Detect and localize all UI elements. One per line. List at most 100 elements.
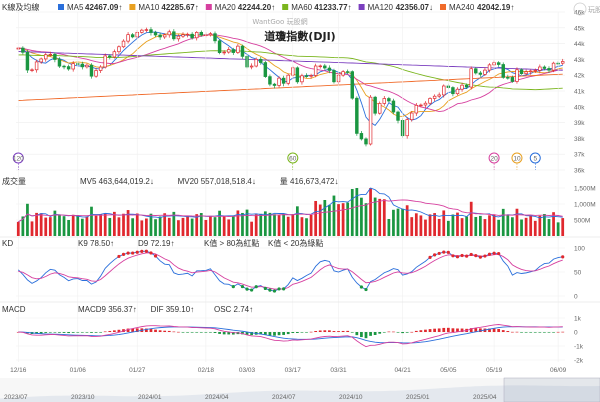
legend-value: 42244.20↑ [238, 3, 275, 12]
volume-bar [419, 215, 423, 236]
legend-swatch [58, 4, 64, 10]
candle-body [510, 77, 515, 82]
osc-bar [360, 332, 363, 338]
osc-bar [323, 330, 327, 332]
candle-body [355, 97, 359, 134]
candle-body [34, 61, 39, 71]
candle-body [57, 59, 62, 67]
osc-bar [163, 330, 167, 332]
osc-bar [437, 328, 441, 332]
candle-body [213, 33, 217, 42]
osc-bar [190, 332, 194, 333]
logo-text: 玩股網 [588, 5, 600, 14]
kd-note: K值 > 80為紅點 [204, 238, 259, 248]
candle-body [560, 61, 565, 64]
osc-bar [250, 332, 253, 336]
volume-bar [492, 214, 496, 236]
volume-bar [364, 203, 368, 236]
navigator-window[interactable] [503, 377, 600, 402]
y-tick-label: 43k [574, 57, 585, 64]
candle-body [295, 67, 300, 83]
panel-label: K線及均線 [2, 2, 39, 12]
osc-bar [300, 332, 304, 333]
candle-body [542, 66, 547, 69]
osc-bar [346, 330, 350, 332]
event-marker-label: 10 [513, 155, 521, 162]
legend-label: MA5 [67, 3, 84, 12]
volume-bar [181, 217, 185, 236]
navigator-label: 2023/10 [71, 394, 95, 401]
osc-bar [62, 332, 66, 333]
osc-bar [277, 332, 281, 336]
y-tick-label: 46k [574, 10, 585, 17]
kd-overbought-dot [460, 253, 464, 258]
osc-bar [112, 330, 116, 332]
candle-body [533, 70, 537, 72]
volume-bar [26, 203, 29, 236]
candle-body [524, 71, 528, 75]
candle-body [85, 64, 89, 68]
candle-body [451, 87, 455, 95]
candle-body [263, 62, 268, 77]
kd-overbought-dot [469, 252, 473, 257]
macd-legend: OSC 2.74↑ [214, 305, 253, 314]
candle-body [48, 53, 53, 56]
navigator-label: 2024/07 [272, 394, 296, 401]
osc-bar [181, 332, 185, 333]
osc-bar [273, 332, 276, 336]
volume-bar [373, 197, 377, 236]
volume-bar [346, 202, 350, 236]
legend-swatch [129, 4, 136, 10]
x-tick-label: 03/31 [330, 367, 347, 374]
legend-swatch [440, 4, 446, 10]
y-tick-label: 39k [574, 120, 585, 127]
osc-bar [245, 332, 249, 335]
osc-bar [94, 332, 98, 333]
volume-bar [328, 204, 331, 236]
candle-body [551, 62, 556, 71]
osc-bar [305, 332, 308, 333]
volume-bar [76, 215, 80, 236]
candle-body [547, 68, 551, 71]
volume-bar [318, 204, 322, 236]
osc-bar [286, 332, 290, 335]
osc-bar [506, 330, 510, 332]
candle-body [478, 72, 483, 75]
osc-bar [259, 332, 263, 335]
volume-bar [378, 198, 382, 236]
volume-bar [305, 218, 308, 236]
volume-bar [401, 208, 404, 236]
osc-bar [547, 332, 551, 333]
candle-body [121, 40, 126, 48]
candle-body [254, 58, 258, 67]
kd-legend: D9 72.19↑ [138, 239, 174, 248]
candle-body [318, 65, 322, 68]
kd-overbought-dot [455, 255, 460, 259]
osc-bar [414, 330, 418, 332]
volume-bar [456, 212, 459, 236]
x-tick-label: 02/18 [198, 367, 215, 374]
osc-bar [199, 332, 203, 333]
osc-bar [131, 328, 135, 332]
navigator-area [0, 385, 600, 402]
legend-swatch [205, 4, 212, 10]
volume-bar [250, 221, 253, 236]
volume-bar [245, 209, 249, 236]
osc-bar [456, 328, 459, 332]
candle-body [71, 63, 75, 70]
osc-bar [328, 330, 331, 332]
legend-value: 42042.19↑ [477, 3, 514, 12]
event-marker-label: 60 [289, 155, 297, 162]
kd-overbought-dot [483, 254, 487, 258]
osc-bar [561, 331, 565, 333]
kd-overbought-dot [433, 253, 437, 257]
kd-overbought-dot [135, 250, 139, 254]
candle-body [126, 34, 130, 42]
x-tick-label: 04/21 [394, 367, 411, 374]
candle-body [313, 65, 318, 76]
navigator-label: 2023/07 [4, 394, 28, 401]
volume-bar [80, 218, 84, 236]
candle-body [323, 65, 327, 69]
legend-label: MA60 [291, 3, 312, 12]
